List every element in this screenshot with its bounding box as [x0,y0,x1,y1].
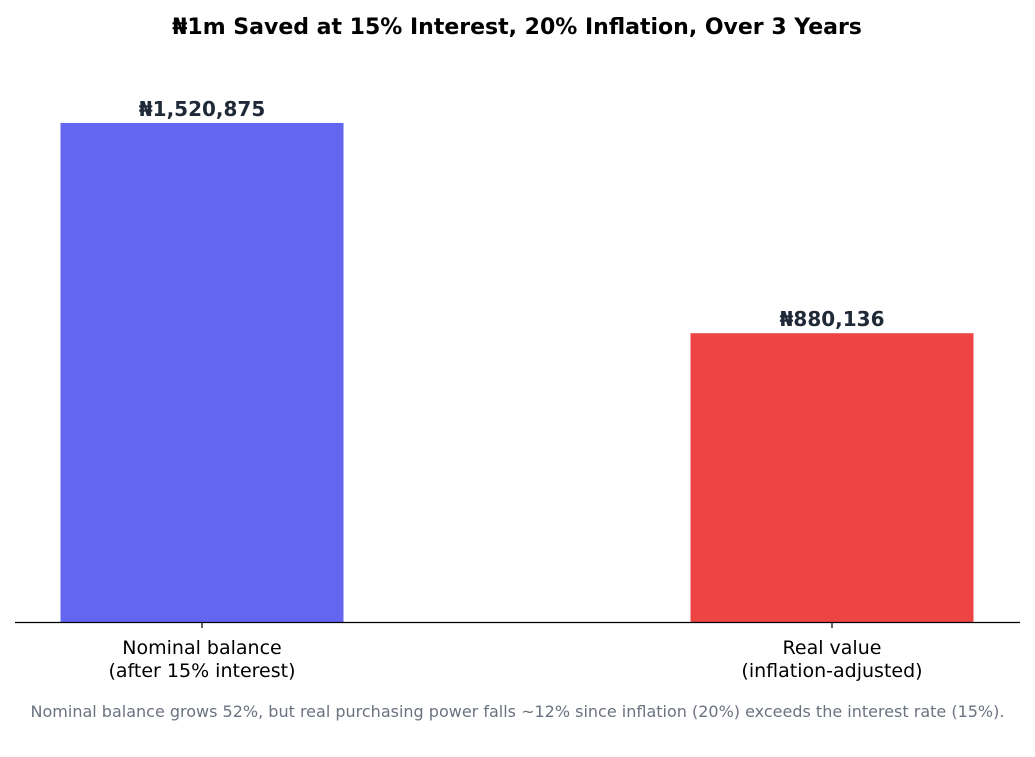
chart-title: ₦1m Saved at 15% Interest, 20% Inflation… [172,15,862,40]
x-tick-label-1-line-0: Real value [783,637,882,659]
bars-group: ₦1,520,875 ₦880,136 [60,97,974,623]
x-tick-label-0-line-0: Nominal balance [122,637,281,659]
bar-1 [690,333,974,622]
x-axis-ticks: Nominal balance(after 15% interest) Real … [109,622,923,682]
chart-caption: Nominal balance grows 52%, but real purc… [30,702,1005,721]
bar-value-label-0: ₦1,520,875 [139,97,266,121]
x-tick-label-0-line-1: (after 15% interest) [109,660,296,682]
bar-0 [60,122,344,623]
bar-value-label-1: ₦880,136 [779,307,884,331]
x-tick-label-1-line-1: (inflation-adjusted) [741,660,922,682]
